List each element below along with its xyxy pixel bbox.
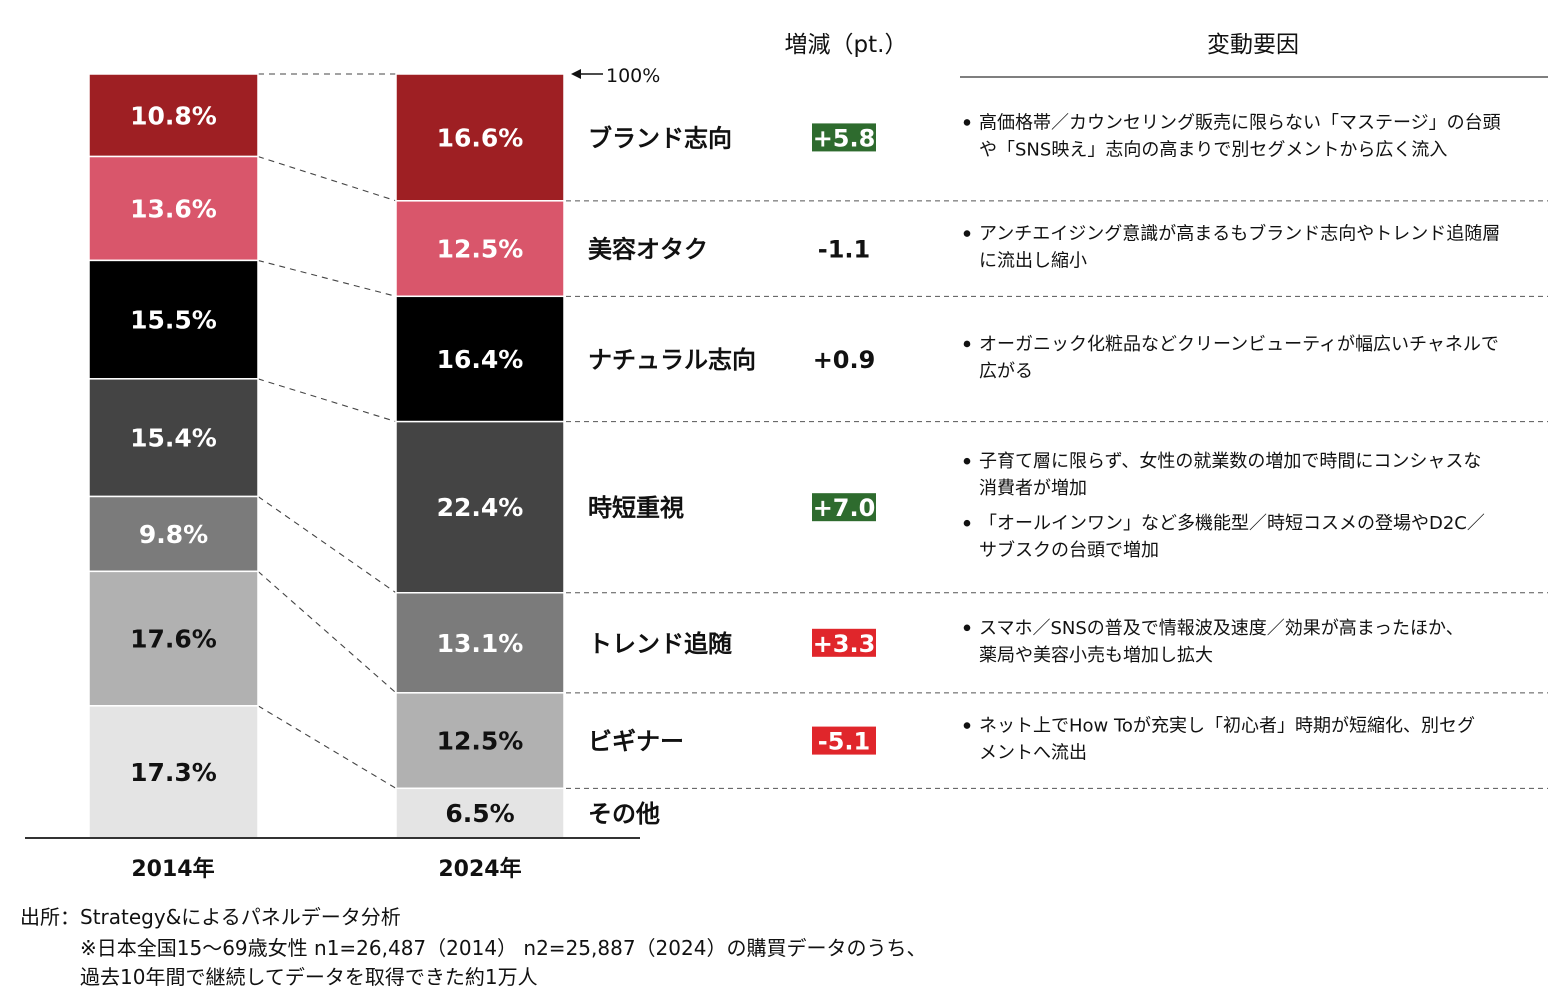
reason-text-0-0-0: 高価格帯／カウンセリング販売に限らない「マステージ」の台頭 (979, 112, 1501, 133)
connector-line-1 (257, 259, 397, 297)
reason-text-3-1-1: サブスクの台頭で増加 (979, 539, 1159, 561)
data-label-2024-0: 16.6% (437, 123, 524, 152)
bar-segment-2024-3 (395, 420, 565, 594)
connector-line-5 (257, 705, 397, 789)
data-label-2014-5: 17.6% (130, 625, 217, 654)
bar-segment-2024-2 (395, 295, 565, 423)
segment-name-2: ナチュラル志向 (588, 346, 756, 374)
reason-text-1-0-0: アンチエイジング意識が高まるもブランド志向やトレンド追随層 (979, 223, 1500, 245)
data-label-2014-6: 17.3% (130, 758, 217, 787)
connector-line-2 (257, 378, 397, 423)
change-value-0: +5.8 (813, 124, 876, 152)
bar-segment-2024-4 (395, 592, 565, 694)
reason-text-2-0-0: オーガニック化粧品などクリーンビューティが幅広いチャネルで (979, 334, 1499, 355)
reason-bullet-5-0 (963, 722, 971, 729)
change-badge-bg-4 (812, 628, 876, 657)
change-badge-bg-3 (812, 493, 876, 522)
bar-stacks: 10.8% 13.6% 15.5% 15.4% 9.8% 17.6% 17.3% 16.6% 1… (88, 73, 565, 839)
data-label-2014-1: 13.6% (130, 194, 217, 223)
reason-bullet-2-0 (963, 340, 971, 348)
bar-segment-2024-5 (395, 692, 565, 790)
segment-name-5: ビギナー (588, 728, 684, 756)
segment-rows: ブランド志向 +5.8 高価格帯／カウンセリング販売に限らない「マステージ」の台頭や… (566, 112, 1548, 828)
connector-line-3 (257, 496, 397, 594)
sample-note-line-2: 過去10年間で継続してデータを取得できた約1万人 (80, 965, 538, 989)
bar-segment-2014-5 (88, 570, 259, 707)
data-label-2024-2: 16.4% (437, 345, 524, 374)
bar-segment-2014-6 (88, 705, 259, 839)
bar-segment-2024-1 (395, 200, 565, 298)
segment-name-3: 時短重視 (588, 494, 684, 522)
top-marker-arrowhead (571, 69, 581, 79)
bar-segment-2024-6 (395, 787, 565, 839)
data-label-2014-0: 10.8% (130, 101, 217, 130)
change-column-header: 増減（pt.） (785, 32, 908, 58)
reason-text-3-1-0: 「オールインワン」など多機能型／時短コスメの登場やD2C／ (979, 513, 1485, 534)
data-label-2024-3: 22.4% (437, 493, 524, 522)
data-label-2024-1: 12.5% (437, 235, 524, 264)
connector-line-0 (257, 155, 397, 202)
reason-bullet-1-0 (963, 230, 971, 237)
reasons-column-header: 変動要因 (1207, 32, 1299, 58)
reason-bullet-4-0 (963, 624, 971, 632)
data-label-2024-4: 13.1% (437, 629, 524, 658)
data-label-2014-3: 15.4% (130, 424, 217, 453)
change-value-2: +0.9 (813, 346, 876, 374)
segment-name-6: その他 (588, 800, 660, 828)
segment-name-0: ブランド志向 (588, 124, 732, 152)
top-marker-label: 100% (606, 65, 660, 87)
connector-lines (257, 73, 397, 789)
reason-text-5-0-0: ネット上でHow Toが充実し「初心者」時期が短縮化、別セグ (979, 716, 1475, 737)
reason-text-2-0-1: 広がる (979, 361, 1033, 382)
data-label-2014-2: 15.5% (130, 306, 217, 335)
reason-bullet-0-0 (963, 119, 971, 126)
sample-note-line-1: ※日本全国15～69歳女性 n1=26,487（2014） n2=25,887（… (80, 936, 926, 960)
reason-text-4-0-1: 薬局や美容小売も増加し拡大 (979, 645, 1213, 666)
change-value-5: -5.1 (818, 728, 870, 756)
change-badge-bg-5 (812, 726, 876, 755)
reason-text-3-0-1: 消費者が増加 (979, 478, 1087, 499)
reason-text-1-0-1: に流出し縮小 (979, 251, 1087, 272)
data-label-2014-4: 9.8% (139, 520, 208, 549)
change-badge-bg-0 (812, 123, 876, 152)
bar-segment-2014-1 (88, 155, 259, 262)
reason-text-0-0-1: や「SNS映え」志向の高まりで別セグメントから広く流入 (979, 139, 1447, 160)
data-label-2024-6: 6.5% (445, 799, 514, 828)
reason-text-3-0-0: 子育て層に限らず、女性の就業数の増加で時間にコンシャスな (979, 451, 1481, 472)
change-value-4: +3.3 (813, 630, 876, 658)
top-marker: 100% (571, 65, 660, 87)
reason-text-5-0-1: メントへ流出 (979, 743, 1087, 764)
data-label-2024-5: 12.5% (437, 727, 524, 756)
category-label-2014: 2014年 (131, 856, 214, 882)
segment-name-4: トレンド追随 (588, 630, 732, 658)
bar-segment-2014-4 (88, 495, 259, 573)
change-value-1: -1.1 (818, 236, 870, 264)
reason-bullet-3-1 (963, 519, 971, 527)
category-label-2024: 2024年 (438, 856, 521, 882)
segment-name-1: 美容オタク (588, 236, 708, 264)
source-note: 出所：Strategy&によるパネルデータ分析 (20, 905, 401, 929)
reason-bullet-3-0 (963, 457, 971, 465)
reason-text-4-0-0: スマホ／SNSの普及で情報波及速度／効果が高まったほか、 (979, 618, 1464, 639)
bar-segment-2024-0 (395, 73, 565, 202)
connector-line-4 (257, 570, 397, 694)
bar-segment-2014-3 (88, 378, 259, 498)
change-value-3: +7.0 (813, 494, 876, 522)
